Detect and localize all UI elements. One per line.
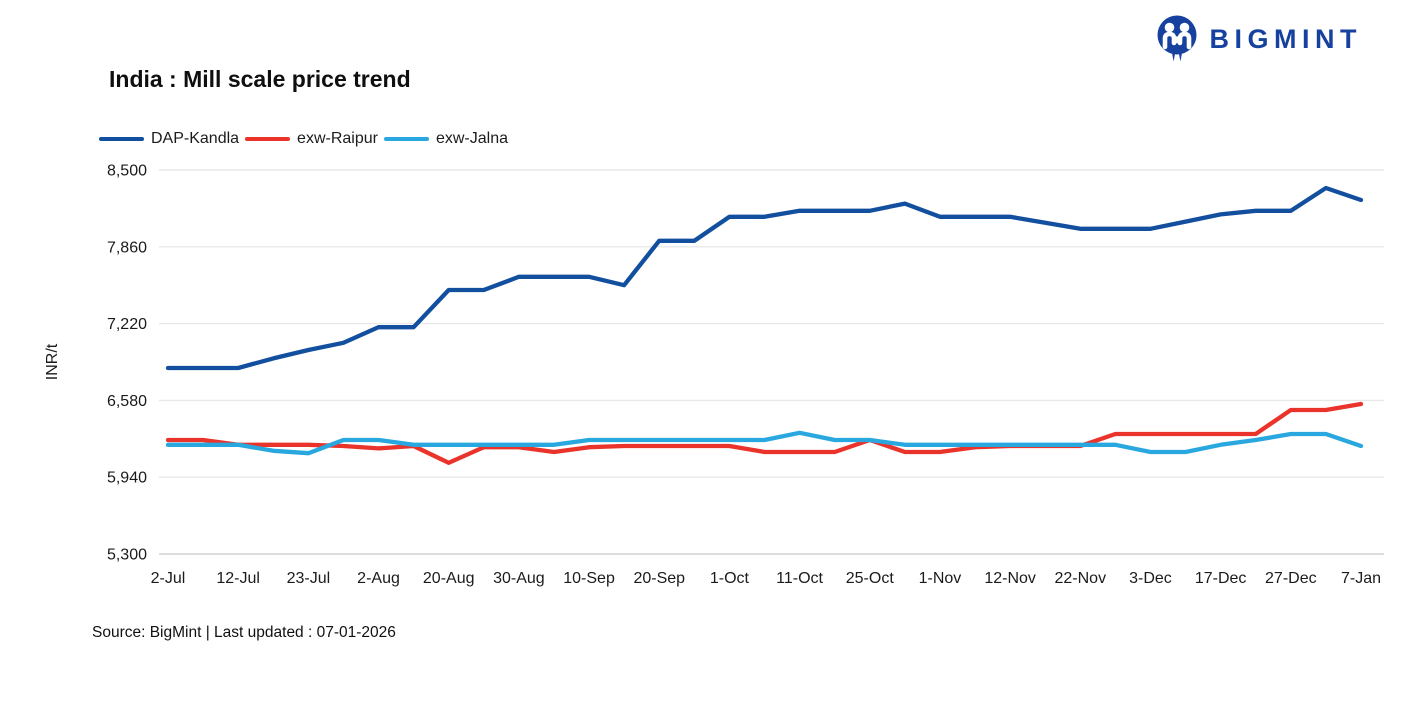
y-axis-title: INR/t [44, 343, 61, 380]
series-line-exw-jalna [165, 430, 1364, 456]
legend-marker-icon [383, 136, 429, 142]
x-axis-tick-label: 10-Sep [563, 570, 615, 587]
x-axis-tick-label: 22-Nov [1055, 570, 1107, 587]
legend-marker-icon [99, 136, 144, 142]
source-note: Source: BigMint | Last updated : 07-01-2… [92, 624, 396, 641]
bigmint-logo: BIGMINT [1154, 14, 1363, 64]
chart-title: India : Mill scale price trend [109, 66, 411, 92]
x-axis-tick-label: 30-Aug [493, 570, 545, 587]
y-axis-tick-label: 7,220 [107, 316, 147, 333]
x-axis-tick-label: 12-Jul [216, 570, 260, 587]
y-axis-tick-label: 6,580 [107, 393, 147, 410]
x-axis-tick-label: 3-Dec [1129, 570, 1172, 587]
x-axis-tick-label: 20-Sep [633, 570, 685, 587]
x-axis-tick-label: 23-Jul [287, 570, 331, 587]
legend-item-label: exw-Raipur [297, 130, 378, 147]
series-line-exw-raipur [165, 401, 1364, 465]
y-axis-tick-label: 5,300 [107, 547, 147, 564]
x-axis-tick-label: 12-Nov [984, 570, 1036, 587]
x-axis-tick-label: 17-Dec [1195, 570, 1247, 587]
x-axis-tick-label: 20-Aug [423, 570, 475, 587]
legend-item-label: DAP-Kandla [151, 130, 240, 147]
legend-marker-icon [245, 136, 291, 142]
y-axis-tick-label: 5,940 [107, 470, 147, 487]
legend-item-label: exw-Jalna [435, 130, 508, 147]
x-axis-tick-label: 2-Aug [357, 570, 400, 587]
legend-item-exw-jalna: exw-Jalna [383, 130, 508, 148]
x-axis-tick-label: 7-Jan [1341, 570, 1381, 587]
x-axis-tick-label: 1-Nov [919, 570, 962, 587]
series-line-dap-kandla [165, 185, 1364, 371]
bigmint-logo-icon [1157, 15, 1196, 62]
chart-legend: DAP-Kandla exw-Raipur exw-Jalna [99, 130, 514, 148]
x-axis-tick-label: 11-Oct [776, 570, 823, 587]
x-axis-tick-label: 25-Oct [846, 570, 895, 587]
x-axis-tick-label: 2-Jul [151, 570, 186, 587]
y-axis-tick-label: 7,860 [107, 239, 147, 256]
x-axis-tick-label: 27-Dec [1265, 570, 1317, 587]
legend-item-dap-kandla: DAP-Kandla [99, 130, 239, 148]
x-axis-tick-label: 1-Oct [710, 570, 750, 587]
y-axis-tick-label: 8,500 [107, 163, 147, 180]
bigmint-logo-text: BIGMINT [1209, 23, 1362, 54]
legend-item-exw-raipur: exw-Raipur [245, 130, 378, 148]
